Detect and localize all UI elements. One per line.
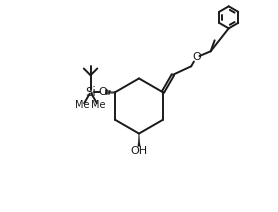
Text: OH: OH [130, 146, 148, 156]
Text: Me: Me [75, 100, 90, 110]
Text: O: O [98, 87, 107, 97]
Text: Si: Si [85, 86, 96, 99]
Text: O: O [192, 52, 201, 62]
Polygon shape [138, 134, 140, 146]
Text: Me: Me [91, 100, 106, 110]
